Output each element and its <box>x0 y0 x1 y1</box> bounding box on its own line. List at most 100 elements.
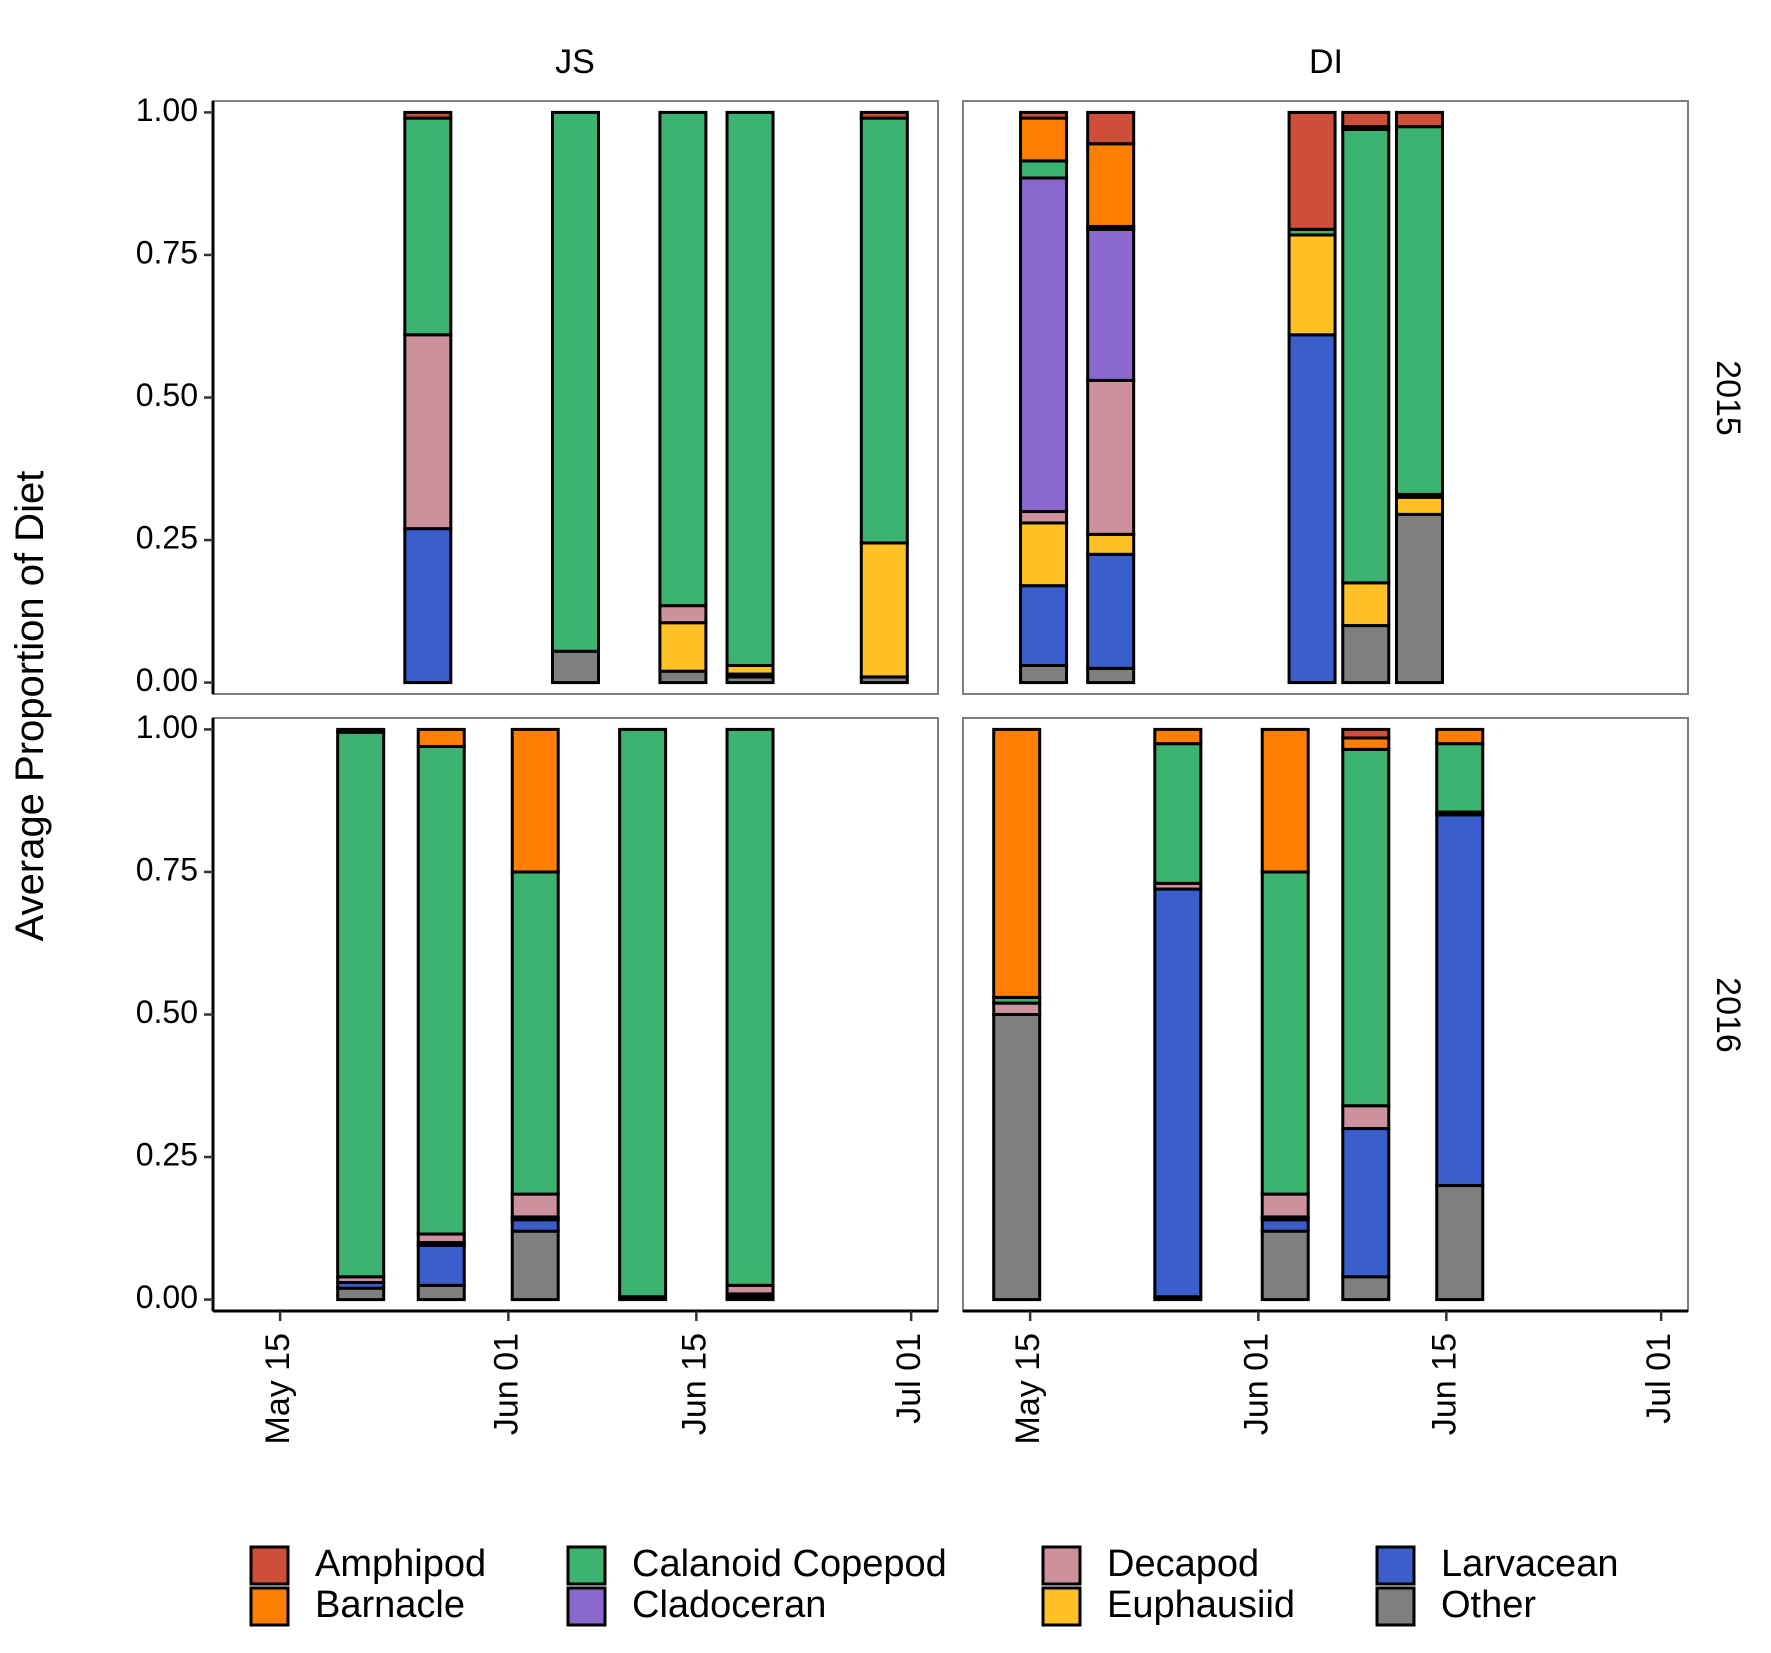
bar-segment <box>1019 663 1069 685</box>
bar-segment <box>658 110 708 608</box>
bar-segment <box>551 110 600 653</box>
bar-segment <box>1435 813 1485 1188</box>
bar-segment <box>859 116 909 545</box>
bar-segment <box>336 730 386 1279</box>
legend-label: Euphausiid <box>1107 1584 1295 1626</box>
bar-segment <box>1287 333 1337 685</box>
legend-key <box>249 1545 290 1586</box>
bar-segment <box>1341 1104 1391 1131</box>
bar-segment <box>1435 727 1485 746</box>
y-tick-label: 1.00 <box>136 92 198 128</box>
legend-label: Decapod <box>1107 1543 1259 1585</box>
bar-segment <box>859 110 909 120</box>
bar-segment <box>1153 887 1203 1299</box>
bar-segment <box>1435 1184 1485 1302</box>
bar-segment <box>1394 495 1444 516</box>
bar-segment <box>1086 110 1136 146</box>
facet-row-label: 2016 <box>1709 977 1747 1053</box>
bar-segment <box>1153 742 1203 885</box>
bar-segment <box>1260 727 1310 874</box>
legend-label: Amphipod <box>315 1543 486 1585</box>
bar-segment <box>1086 142 1136 228</box>
legend-label: Calanoid Copepod <box>632 1543 947 1585</box>
bar-segment <box>403 110 453 120</box>
bar-segment <box>992 1001 1042 1016</box>
bar-segment <box>1086 532 1136 556</box>
bar-segment <box>551 649 600 685</box>
bar-segment <box>1341 581 1391 628</box>
bar-segment <box>1287 233 1337 337</box>
x-tick-label: May 15 <box>1009 1333 1047 1445</box>
bar-segment <box>1287 110 1337 231</box>
legend-key <box>249 1586 290 1627</box>
legend-label: Barnacle <box>315 1584 465 1626</box>
legend-key <box>1375 1586 1416 1627</box>
legend-key <box>1041 1545 1082 1586</box>
bar-segment <box>1341 1275 1391 1302</box>
y-tick-label: 0.25 <box>136 1137 198 1173</box>
y-tick-label: 1.00 <box>136 709 198 745</box>
bar-segment <box>1394 110 1444 129</box>
legend-label: Other <box>1441 1584 1536 1626</box>
bar-segment <box>1086 666 1136 685</box>
bar-segment <box>403 527 453 685</box>
x-tick-label: Jun 15 <box>1425 1333 1463 1435</box>
bar-segment <box>510 1218 560 1233</box>
bar-segment <box>1153 727 1203 746</box>
y-tick-label: 0.50 <box>136 994 198 1030</box>
bar-segment <box>510 727 560 874</box>
panel-border <box>212 717 939 1312</box>
bar-segment <box>336 1286 386 1302</box>
bar-segment <box>1341 736 1391 751</box>
bar-segment <box>618 727 668 1299</box>
facet-row-label: 2015 <box>1709 360 1747 436</box>
bar-segment <box>1086 552 1136 670</box>
bar-segment <box>1260 1218 1310 1233</box>
bar-segment <box>725 727 775 1287</box>
bar-segment <box>416 1283 466 1302</box>
y-tick-label: 0.25 <box>136 520 198 556</box>
legend-key <box>566 1586 607 1627</box>
bar-segment <box>1260 1192 1310 1219</box>
y-tick-label: 0.75 <box>136 234 198 270</box>
facet-column-label: JS <box>555 43 595 81</box>
legend-label: Larvacean <box>1441 1543 1618 1585</box>
y-axis-title: Average Proportion of Diet <box>8 471 52 942</box>
bar-segment <box>1341 727 1391 740</box>
bar-segment <box>510 1229 560 1302</box>
legend-key <box>1041 1586 1082 1627</box>
y-tick-label: 0.00 <box>136 662 198 698</box>
bar-segment <box>1394 125 1444 496</box>
bar-segment <box>1019 584 1069 667</box>
y-tick-label: 0.50 <box>136 377 198 413</box>
legend-label: Cladoceran <box>632 1584 826 1626</box>
x-tick-label: Jun 15 <box>675 1333 713 1435</box>
bar-segment <box>859 541 909 679</box>
bar-segment <box>1341 128 1391 585</box>
bar-segment <box>725 110 775 667</box>
bar-segment <box>1086 227 1136 382</box>
bar-segment <box>336 727 386 734</box>
panel-border <box>962 100 1689 695</box>
bar-segment <box>1260 870 1310 1196</box>
bar-segment <box>1019 521 1069 588</box>
bar-segment <box>992 1013 1042 1302</box>
y-tick-label: 0.00 <box>136 1279 198 1315</box>
bar-segment <box>1435 742 1485 814</box>
x-tick-label: Jun 01 <box>487 1333 525 1435</box>
bar-segment <box>416 727 466 749</box>
y-tick-label: 0.75 <box>136 851 198 887</box>
legend-key <box>566 1545 607 1586</box>
bar-segment <box>403 116 453 337</box>
bar-segment <box>1394 512 1444 685</box>
bar-segment <box>1019 159 1069 180</box>
bar-segment <box>1260 1229 1310 1302</box>
bar-segment <box>658 669 708 685</box>
bar-segment <box>510 1192 560 1219</box>
bar-segment <box>1086 378 1136 536</box>
bar-segment <box>1019 110 1069 120</box>
bar-segment <box>1341 747 1391 1108</box>
bar-segment <box>658 604 708 625</box>
bar-segment <box>510 870 560 1196</box>
